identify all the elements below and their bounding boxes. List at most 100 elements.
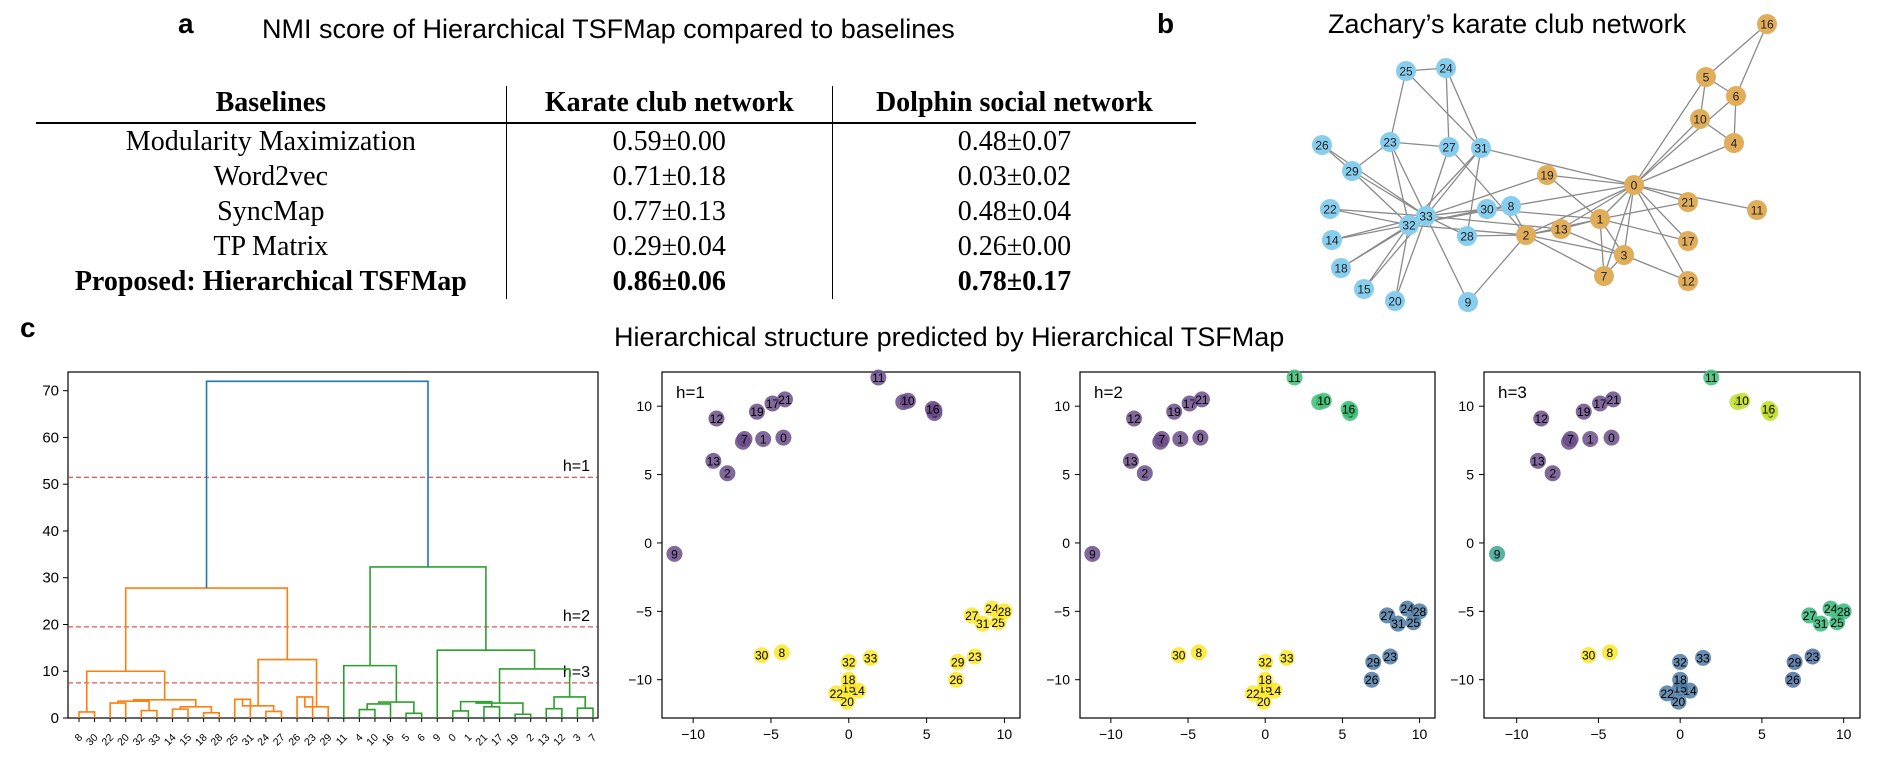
dendrogram-link [475,701,524,715]
scatter-point-label: 9 [671,547,678,561]
scatter-point-label: 24 [1401,602,1415,616]
network-node-label: 8 [1508,200,1515,214]
network-node-label: 20 [1388,295,1402,309]
scatter-point-label: 22 [830,687,844,701]
dendrogram-link [78,711,96,718]
scatter-panel-3: −10−50510−10−50510h=30123712131719219114… [1450,369,1861,742]
network-edge [1560,184,1635,230]
network-edge [1425,174,1548,217]
network-edge [1623,184,1635,256]
network-title: Zachary’s karate club network [1328,9,1687,39]
network-edge [1480,147,1635,186]
scatter-xtick-label: 0 [845,726,853,742]
network-node-label: 28 [1460,230,1474,244]
dendrogram-ytick-label: 10 [42,663,59,680]
scatter-point-label: 21 [1195,393,1209,407]
network-node-label: 29 [1345,165,1359,179]
network-node [1458,292,1478,312]
network-node [1724,133,1744,153]
scatter-point [719,465,736,482]
scatter-point-label: 33 [864,651,878,665]
dendrogram-leaf-label: 5 [400,732,413,745]
scatter-point [1734,392,1751,409]
scatter-ytick-label: 10 [636,398,652,414]
network-node [1501,196,1521,216]
network-node [1747,200,1767,220]
scatter-point [1170,647,1187,664]
scatter-point [1286,369,1303,386]
scatter-point-label: 25 [992,616,1006,630]
network-edge [1599,218,1689,242]
network-edge [1546,174,1601,220]
scatter-point [996,603,1013,620]
network-node [1385,291,1405,311]
scatter-point [736,431,753,448]
scatter-point [948,671,965,688]
scatter-point-label: 16 [1342,402,1356,416]
scatter-point-label: 18 [1259,673,1273,687]
scatter-point [1136,465,1153,482]
network-node-label: 3 [1621,249,1628,263]
dendrogram-link [545,707,563,718]
scatter-point [1801,607,1818,624]
row-dolphin: 0.48±0.07 [831,123,1196,159]
dendrogram-link [233,698,252,718]
scatter-point [1365,653,1382,670]
network-node [1396,61,1416,81]
scatter-point [1382,648,1399,665]
dendrogram-link [405,712,423,718]
scatter-point-label: 20 [841,695,855,709]
network-node-label: 9 [1465,296,1472,310]
dendrogram-cut-label: h=1 [563,458,590,475]
scatter-point-label: 16 [1762,402,1776,416]
network-node-label: 22 [1323,203,1337,217]
scatter-point-label: 20 [1257,695,1271,709]
scatter-point [1544,465,1561,482]
scatter-point [983,600,1000,617]
panel-label-c: c [20,312,36,343]
header-baselines: Baselines [215,87,327,118]
table-title: NMI score of Hierarchical TSFMap compare… [262,14,955,44]
scatter-point-label: 12 [1535,412,1549,426]
scatter-point-label: 23 [1384,650,1398,664]
dendrogram-leaf-label: 1 [462,732,475,745]
network-edge [1603,184,1635,277]
row-dolphin: 0.03±0.02 [831,159,1196,194]
scatter-ytick-label: −5 [1054,603,1070,619]
dendrogram-link [436,649,536,718]
scatter-point-label: 33 [1696,651,1710,665]
scatter-point [1399,600,1416,617]
network-node-label: 16 [1760,18,1774,32]
dendrogram-ytick-label: 50 [42,476,59,493]
scatter-point [1190,644,1207,661]
network-edge [1394,224,1410,302]
header-karate: Karate club network [505,86,833,123]
scatter-point [1575,403,1592,420]
scatter-point-label: 28 [998,605,1012,619]
network-node [1342,161,1362,181]
dendrogram-ytick-label: 20 [42,616,59,633]
scatter-xtick-label: 5 [1338,726,1346,742]
scatter-point [924,400,941,417]
network-edge [1525,234,1625,256]
scatter-point-label: 7 [1158,433,1165,447]
scatter-point [1126,410,1143,427]
scatter-point-label: 29 [951,655,965,669]
scatter-point-label: 28 [1837,605,1851,619]
network-edge [1633,184,1689,242]
network-node-label: 21 [1681,196,1695,210]
scatter-point-label: 0 [1608,431,1615,445]
scatter-point-label: 2 [1549,467,1556,481]
dendrogram-leaf-label: 4 [353,732,366,745]
scatter-point [1533,410,1550,427]
scatter-point-label: 2 [724,467,731,481]
dendrogram-leaf-label: 12 [551,732,568,749]
network-node-label: 7 [1601,270,1608,284]
network-node [1516,225,1536,245]
row-karate: 0.29±0.04 [505,229,833,264]
scatter-point [840,653,857,670]
scatter-point-label: 18 [842,673,856,687]
scatter-ytick-label: −10 [1450,672,1474,688]
scatter-point [1257,671,1274,688]
scatter-point-label: 12 [1127,412,1141,426]
